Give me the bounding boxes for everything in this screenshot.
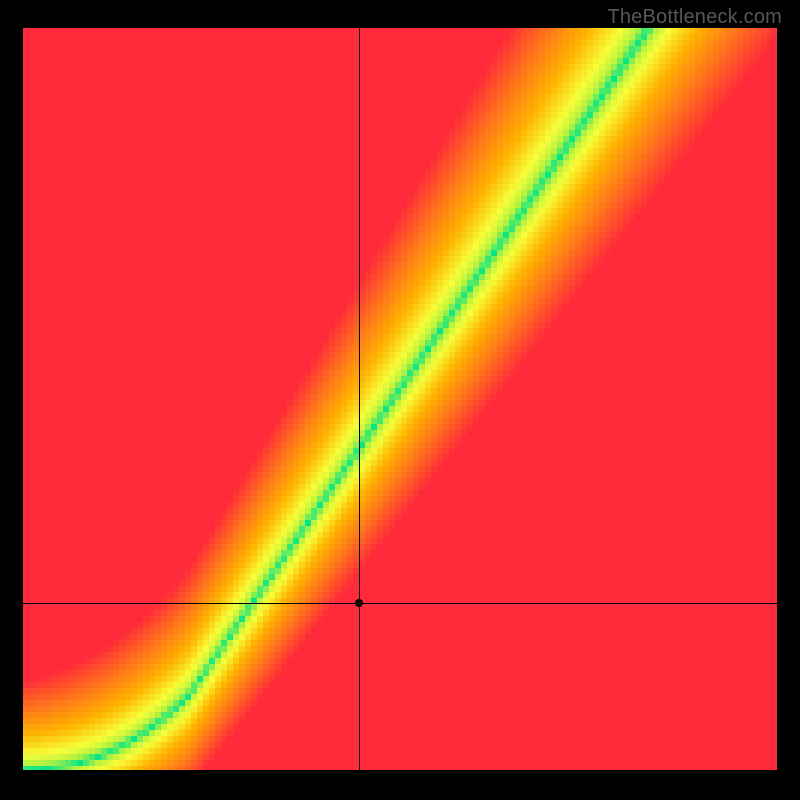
bottleneck-heatmap-chart: TheBottleneck.com xyxy=(0,0,800,800)
heatmap-canvas xyxy=(23,28,777,770)
watermark-text: TheBottleneck.com xyxy=(607,6,782,29)
